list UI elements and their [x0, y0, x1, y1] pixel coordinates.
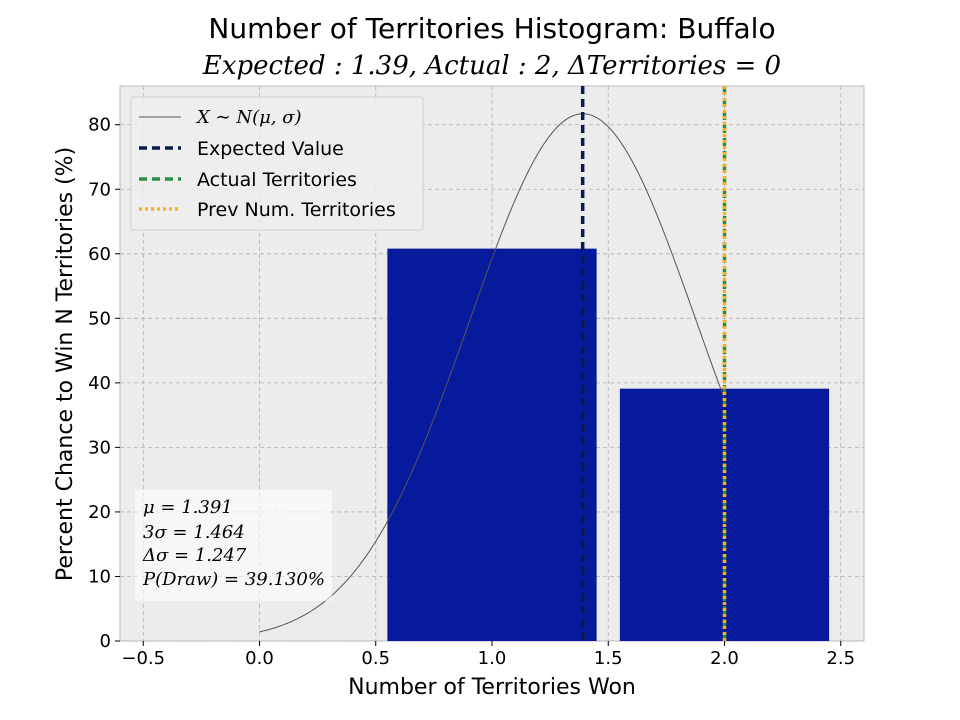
chart-legend: X ∼ N(μ, σ) Expected Value Actual Territ…	[130, 96, 424, 231]
stats-box: μ = 1.391 3σ = 1.464 Δσ = 1.247 P(Draw) …	[135, 490, 332, 601]
legend-actual-label: Actual Territories	[197, 169, 357, 191]
x-tick-label: 2.0	[710, 648, 739, 669]
normal-curve-line	[259, 113, 725, 633]
chart-subtitle: Expected : 1.39, Actual : 2, ΔTerritorie…	[202, 51, 781, 81]
x-axis-label: Number of Territories Won	[348, 675, 636, 700]
y-tick-label: 20	[88, 502, 111, 523]
legend-box	[130, 96, 424, 231]
y-tick-label: 40	[88, 373, 111, 394]
histogram-bar	[387, 248, 597, 641]
stats-box-background	[135, 490, 332, 601]
y-tick-label: 10	[88, 566, 111, 587]
y-tick-label: 0	[100, 631, 111, 652]
y-axis-label: Percent Chance to Win N Territories (%)	[53, 147, 78, 581]
stat-delta-sigma: Δσ = 1.247	[142, 545, 247, 566]
axis-ticks: −0.5 0.0 0.5 1.0 1.5 2.0 2.5 0 10 20 30 40 50 60 70 80	[88, 115, 855, 669]
x-tick-label: 0.0	[245, 648, 274, 669]
stat-mu: μ = 1.391	[143, 497, 233, 518]
x-tick-label: 1.5	[594, 648, 623, 669]
y-tick-label: 70	[88, 179, 111, 200]
y-tick-label: 30	[88, 437, 111, 458]
y-tick-label: 80	[88, 115, 111, 136]
stat-p-draw: P(Draw) = 39.130%	[142, 569, 325, 590]
reference-lines	[580, 86, 727, 641]
x-tick-label: 1.0	[478, 648, 507, 669]
stat-three-sigma: 3σ = 1.464	[143, 522, 245, 543]
x-tick-label: 0.5	[361, 648, 390, 669]
bar-series	[387, 248, 830, 641]
x-tick-label: −0.5	[121, 648, 165, 669]
x-tick-label: 2.5	[826, 648, 855, 669]
y-tick-label: 60	[88, 244, 111, 265]
legend-curve-label: X ∼ N(μ, σ)	[195, 107, 302, 128]
y-tick-label: 50	[88, 308, 111, 329]
chart-title: Number of Territories Histogram: Buffalo	[208, 12, 775, 45]
legend-prev-label: Prev Num. Territories	[197, 199, 396, 221]
legend-expected-label: Expected Value	[197, 138, 344, 160]
